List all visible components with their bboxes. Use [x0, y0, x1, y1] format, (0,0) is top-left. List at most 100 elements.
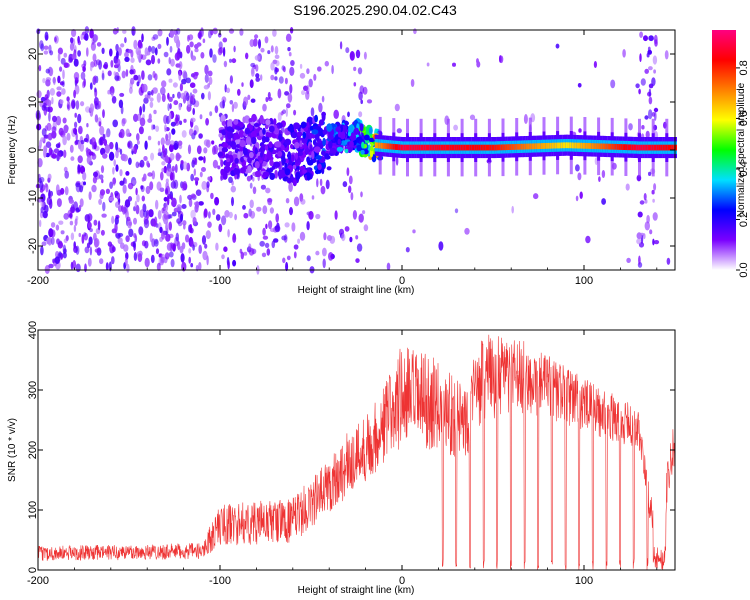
spectrogram-carrier-cell	[278, 169, 286, 179]
spectrogram-noise-cell	[253, 38, 258, 47]
spectrogram-carrier-band	[576, 142, 579, 149]
spectrogram-carrier-band	[534, 143, 537, 150]
spectrogram-carrier-cell	[284, 138, 292, 146]
spectrogram-noise-cell	[254, 34, 259, 39]
spectrogram-noise-cell	[78, 205, 82, 210]
spectrogram-noise-cell	[55, 184, 60, 194]
spectrogram-noise-cell	[161, 167, 166, 173]
spectrogram-carrier-band	[411, 144, 414, 151]
spectrogram-carrier-cell	[251, 136, 257, 145]
spectrogram-noise-cell	[215, 242, 219, 251]
spectrogram-noise-cell	[144, 140, 148, 150]
spectrogram-noise-cell	[175, 114, 179, 119]
spectrogram-carrier-band	[476, 144, 479, 151]
spectrogram-carrier-cell	[322, 137, 326, 147]
spectrogram-noise-cell	[171, 165, 176, 172]
spectrogram-noise-cell	[266, 248, 271, 256]
spectrogram-noise-cell	[73, 127, 77, 135]
spectrogram-carrier-band	[523, 143, 526, 150]
spectrogram-noise-cell	[108, 151, 115, 161]
spectrogram-noise-cell	[264, 36, 269, 44]
spectrogram-noise-cell	[128, 49, 133, 54]
spectrogram-noise-cell	[150, 254, 155, 264]
spectrogram-noise-cell	[46, 237, 51, 245]
spectrogram-noise-cell	[648, 109, 653, 120]
spectrogram-noise-cell	[180, 160, 184, 165]
snr-y-tick-label: 0	[27, 567, 39, 573]
spectrogram-noise-cell	[249, 199, 254, 209]
spectrogram-noise-cell	[653, 69, 656, 74]
spectrogram-noise-cell	[352, 210, 357, 220]
spectrogram-noise-cell	[111, 215, 115, 224]
spectrogram-noise-cell	[652, 212, 658, 221]
spectrogram-noise-cell	[185, 234, 190, 243]
spectrogram-noise-cell	[151, 170, 156, 180]
spectrogram-noise-cell	[135, 47, 141, 56]
spectrogram-carrier-cell	[217, 151, 224, 157]
spectrogram-noise-cell	[182, 70, 188, 79]
spectrogram-noise-cell	[84, 246, 90, 254]
spectrogram-noise-cell	[93, 232, 97, 242]
spectrogram-noise-cell	[322, 247, 327, 257]
spectrogram-noise-cell	[124, 51, 129, 58]
spectrogram-noise-cell	[181, 181, 186, 191]
spectrogram-noise-cell	[229, 58, 232, 63]
spectrogram-noise-cell	[267, 198, 273, 206]
spectrogram-noise-cell	[255, 77, 260, 82]
spectrogram-noise-cell	[188, 248, 192, 254]
spectrogram-noise-cell	[224, 210, 230, 218]
spectrogram-carrier-band	[614, 143, 617, 150]
spectrogram-noise-cell	[286, 103, 291, 109]
spectrogram-noise-cell	[62, 135, 67, 146]
spectrogram-noise-cell	[70, 232, 75, 241]
spectrogram-noise-cell	[342, 181, 348, 188]
spectrogram-carrier-band	[649, 144, 652, 151]
spectrogram-noise-cell	[188, 256, 191, 264]
spectrogram-noise-cell	[152, 87, 158, 94]
spectrogram-noise-cell	[101, 72, 105, 81]
spectrogram-carrier-band	[467, 144, 470, 151]
spectrogram-noise-cell	[103, 64, 108, 69]
spectrogram-noise-cell	[151, 46, 156, 54]
spectrogram-noise-cell	[229, 100, 234, 105]
spectrogram-noise-cell	[104, 132, 111, 138]
spectrogram-noise-cell	[284, 222, 290, 228]
spectrogram-carrier-cell	[231, 162, 237, 168]
spectrogram-x-tick-label: 100	[575, 275, 593, 287]
spectrogram-noise-cell	[193, 130, 197, 136]
spectrogram-noise-cell	[60, 187, 65, 195]
spectrogram-noise-cell	[71, 99, 76, 109]
spectrogram-noise-cell	[264, 242, 270, 248]
spectrogram-noise-cell	[40, 246, 44, 256]
spectrogram-carrier-cell	[226, 126, 233, 132]
spectrogram-noise-cell	[386, 262, 391, 271]
spectrogram-carrier-cell	[250, 130, 257, 139]
spectrogram-noise-cell	[167, 103, 170, 112]
spectrogram-noise-cell	[102, 109, 105, 119]
colorbar-tick-label: 0.0	[738, 262, 750, 277]
snr-x-tick-label: -200	[27, 575, 49, 587]
spectrogram-noise-cell	[331, 64, 334, 75]
spectrogram-noise-cell	[172, 82, 178, 88]
spectrogram-noise-cell	[149, 97, 154, 102]
spectrogram-noise-cell	[469, 114, 476, 121]
spectrogram-noise-cell	[638, 255, 641, 265]
spectrogram-noise-cell	[136, 81, 140, 87]
spectrogram-noise-cell	[155, 248, 160, 255]
spectrogram-carrier-band	[591, 143, 594, 149]
spectrogram-noise-cell	[305, 90, 310, 100]
spectrogram-carrier-cell	[292, 179, 297, 187]
spectrogram-noise-cell	[273, 238, 279, 243]
spectrogram-noise-cell	[37, 158, 43, 168]
spectrogram-y-tick-label: 0	[27, 147, 39, 153]
spectrogram-carrier-band	[622, 144, 625, 150]
spectrogram-noise-cell	[499, 55, 504, 64]
colorbar-gradient	[712, 30, 736, 270]
spectrogram-noise-cell	[628, 123, 633, 131]
spectrogram-noise-cell	[127, 142, 131, 148]
spectrogram-noise-cell	[49, 50, 54, 56]
spectrogram-noise-cell	[202, 250, 208, 261]
spectrogram-carrier-cell	[312, 125, 320, 130]
spectrogram-noise-cell	[68, 199, 74, 204]
spectrogram-noise-cell	[137, 39, 143, 49]
